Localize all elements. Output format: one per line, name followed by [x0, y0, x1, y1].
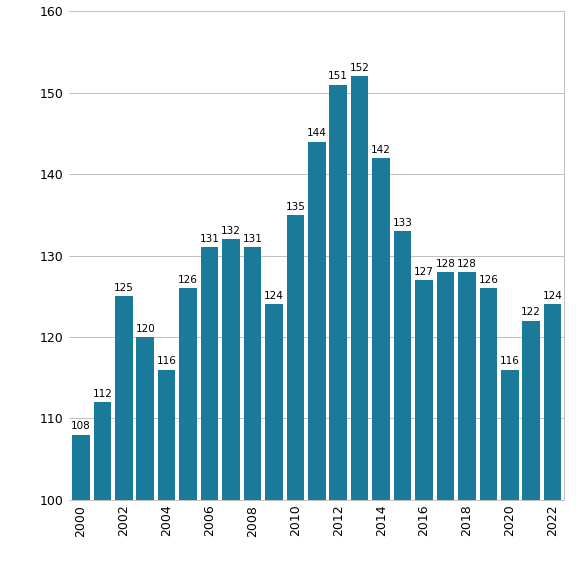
Bar	[372, 158, 390, 500]
Bar	[394, 231, 411, 500]
Bar	[244, 248, 262, 500]
Bar	[437, 272, 454, 500]
Text: 128: 128	[457, 258, 477, 269]
Bar	[222, 239, 240, 500]
Bar	[458, 272, 476, 500]
Bar	[415, 280, 433, 500]
Bar	[522, 321, 540, 500]
Text: 132: 132	[221, 226, 241, 236]
Text: 135: 135	[286, 202, 305, 212]
Text: 142: 142	[371, 145, 391, 154]
Bar	[201, 248, 218, 500]
Text: 127: 127	[414, 267, 434, 277]
Text: 144: 144	[307, 128, 327, 139]
Bar	[308, 141, 325, 500]
Text: 122: 122	[521, 307, 541, 318]
Text: 125: 125	[114, 283, 134, 293]
Bar	[544, 304, 562, 500]
Text: 126: 126	[178, 275, 198, 285]
Text: 151: 151	[328, 72, 348, 81]
Text: 128: 128	[435, 258, 456, 269]
Text: 152: 152	[350, 63, 370, 73]
Text: 131: 131	[200, 234, 219, 244]
Bar	[480, 288, 497, 500]
Bar	[287, 215, 304, 500]
Text: 116: 116	[500, 356, 520, 366]
Text: 116: 116	[157, 356, 177, 366]
Text: 124: 124	[543, 291, 563, 301]
Bar	[179, 288, 197, 500]
Bar	[72, 435, 90, 500]
Text: 126: 126	[479, 275, 498, 285]
Bar	[501, 370, 518, 500]
Bar	[351, 77, 369, 500]
Bar	[329, 85, 347, 500]
Text: 131: 131	[242, 234, 263, 244]
Text: 124: 124	[264, 291, 284, 301]
Text: 120: 120	[135, 324, 155, 334]
Bar	[137, 337, 154, 500]
Bar	[115, 296, 132, 500]
Text: 112: 112	[92, 389, 112, 399]
Text: 133: 133	[393, 218, 412, 228]
Bar	[158, 370, 176, 500]
Bar	[265, 304, 283, 500]
Bar	[93, 402, 111, 500]
Text: 108: 108	[71, 421, 91, 432]
